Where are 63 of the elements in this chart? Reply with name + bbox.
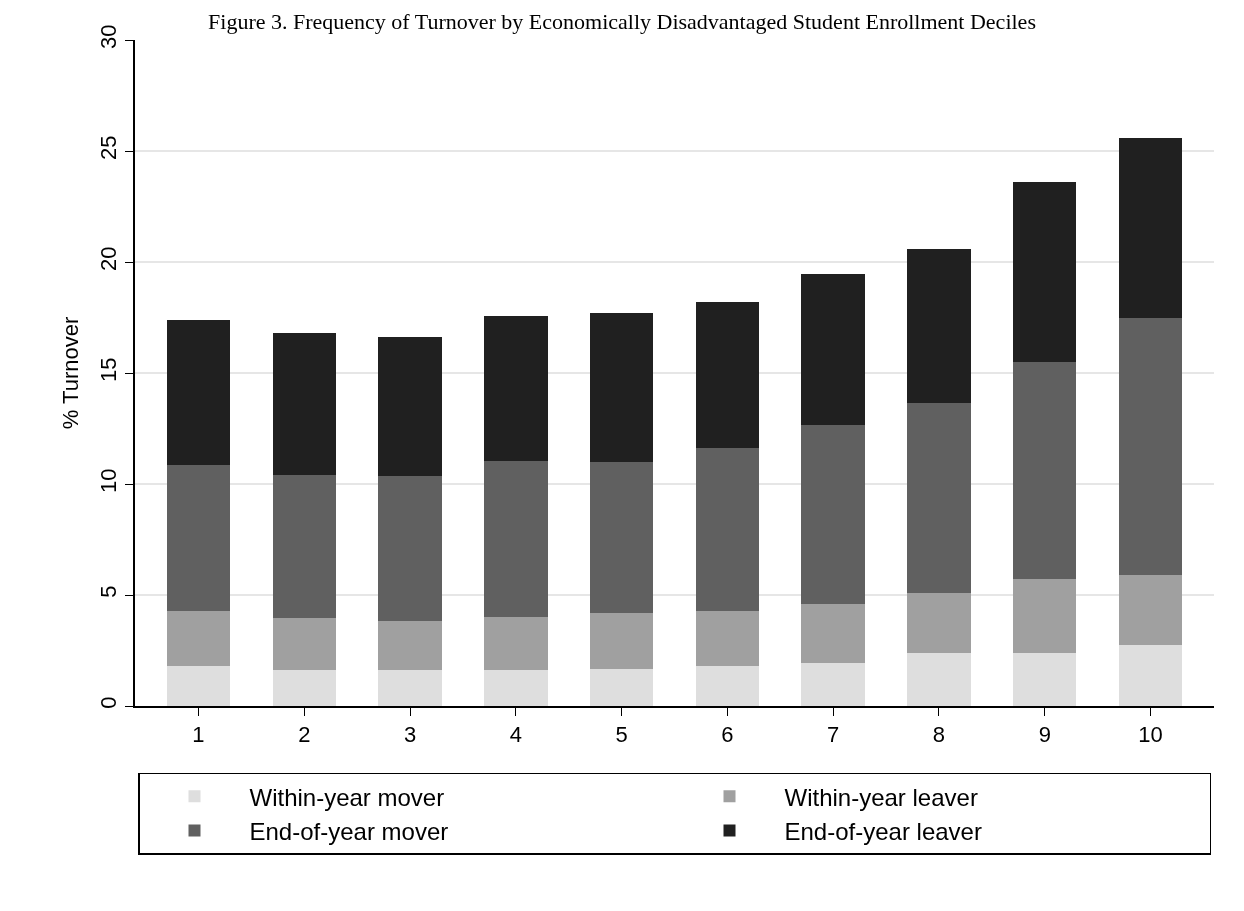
bar (801, 274, 865, 426)
bar (695, 666, 760, 706)
bar (589, 612, 654, 670)
bar (378, 620, 442, 671)
bar (166, 610, 231, 667)
bar (1118, 317, 1183, 576)
y-tick-label: 15 (96, 357, 122, 382)
bar (484, 460, 548, 618)
bar (378, 670, 442, 706)
bar (378, 337, 442, 477)
bar (907, 248, 971, 403)
y-tick-label: 20 (96, 246, 122, 271)
bar (695, 610, 760, 667)
bar (166, 319, 231, 466)
bar (1013, 182, 1077, 362)
x-tick-label: 8 (932, 722, 946, 748)
x-tick-label: 9 (1038, 722, 1051, 748)
y-tick-label: 25 (96, 135, 122, 160)
y-axis-title: % Turnover (57, 316, 83, 430)
legend-label: End-of-year leaver (784, 817, 982, 845)
bar (484, 316, 548, 461)
bar (589, 461, 654, 613)
bar (484, 670, 548, 706)
x-tick-label: 5 (615, 722, 628, 748)
bar (1013, 652, 1077, 706)
bar (1118, 137, 1183, 318)
bar (484, 617, 548, 671)
bar (589, 669, 654, 706)
bar (166, 465, 231, 611)
bar (1013, 361, 1077, 580)
bar (272, 670, 336, 706)
bar (166, 666, 231, 706)
x-tick-label: 1 (192, 722, 205, 748)
legend-label: End-of-year mover (249, 817, 449, 845)
x-tick-label: 4 (509, 722, 522, 748)
bar (1013, 579, 1077, 653)
bar (378, 476, 442, 621)
bar (907, 592, 971, 653)
x-tick-label: 7 (827, 722, 840, 748)
bar (801, 425, 865, 604)
bar (695, 448, 760, 611)
bar (272, 333, 336, 476)
x-tick-label: 10 (1138, 722, 1163, 748)
bar (907, 402, 971, 593)
bar (589, 313, 654, 462)
y-tick-label: 30 (96, 24, 122, 49)
bar (695, 301, 760, 449)
bar (907, 652, 971, 706)
x-tick-label: 2 (298, 722, 311, 748)
bar (1118, 644, 1183, 706)
y-tick-label: 0 (96, 696, 122, 709)
bar (801, 662, 865, 706)
bar (272, 475, 336, 619)
x-tick-label: 3 (403, 722, 417, 748)
legend-label: Within-year leaver (784, 783, 978, 811)
bar (801, 603, 865, 663)
chart-title: Figure 3. Frequency of Turnover by Economically Disadvantaged Student Enrollment Deciles (208, 9, 1036, 35)
bar (272, 618, 336, 671)
y-tick-label: 10 (96, 468, 122, 493)
legend-label: Within-year mover (249, 783, 445, 811)
bar (1118, 575, 1183, 645)
y-tick-label: 5 (96, 585, 122, 598)
x-tick-label: 6 (721, 722, 734, 748)
